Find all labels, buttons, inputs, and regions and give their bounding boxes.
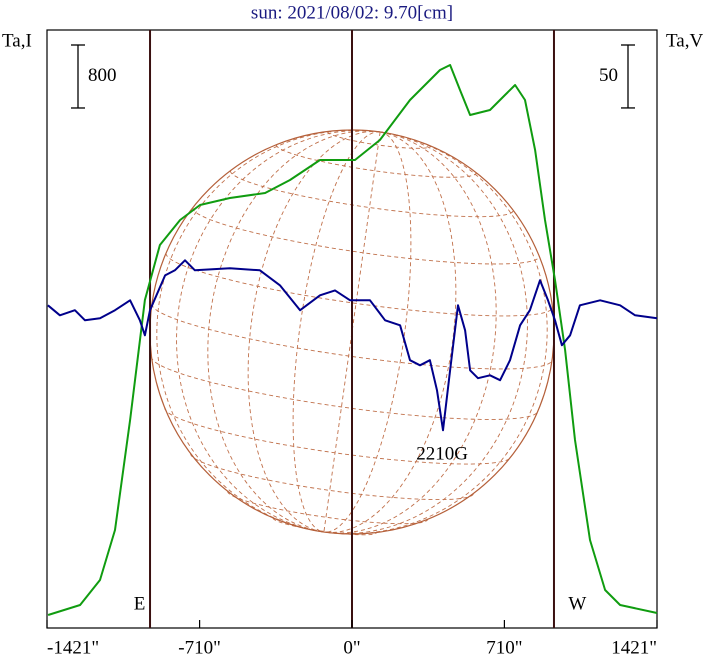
y-axis-label: Ta,I [2, 30, 32, 51]
x-tick-label: 0" [343, 637, 360, 658]
annotation: E [134, 593, 146, 614]
parallel [165, 253, 553, 317]
parallel [227, 491, 429, 525]
series-line [47, 259, 658, 432]
chart-title: sun: 2021/08/02: 9.70[cm] [251, 2, 453, 23]
parallel [192, 207, 540, 265]
meridian [323, 131, 412, 533]
parallel [275, 144, 477, 178]
scale-bar [71, 44, 85, 109]
meridian [323, 131, 381, 533]
meridian [323, 131, 528, 534]
meridian [207, 130, 381, 533]
annotation: W [568, 593, 586, 614]
parallel [151, 356, 539, 420]
x-tick-label: -1421" [47, 637, 99, 658]
scale-bar-label: 800 [88, 65, 117, 86]
x-tick-label: -710" [178, 637, 221, 658]
parallel [151, 303, 553, 370]
scale-bar [621, 44, 635, 109]
parallel [229, 170, 514, 218]
parallel [164, 407, 512, 465]
parallel [272, 517, 378, 536]
y2-axis-label: Ta,V [666, 30, 703, 51]
meridian [323, 131, 548, 535]
meridian [247, 131, 381, 533]
meridian [323, 131, 497, 534]
meridian [176, 130, 381, 533]
parallel [190, 453, 475, 501]
annotation: 2210G [416, 443, 468, 464]
meridian [156, 129, 381, 533]
meridian [292, 131, 381, 533]
x-tick-label: 710" [486, 637, 522, 658]
series-line [47, 64, 658, 616]
parallel [326, 131, 432, 149]
x-tick-label: 1421" [611, 637, 657, 658]
scale-bar-label: 50 [599, 65, 618, 86]
meridian [323, 131, 457, 533]
